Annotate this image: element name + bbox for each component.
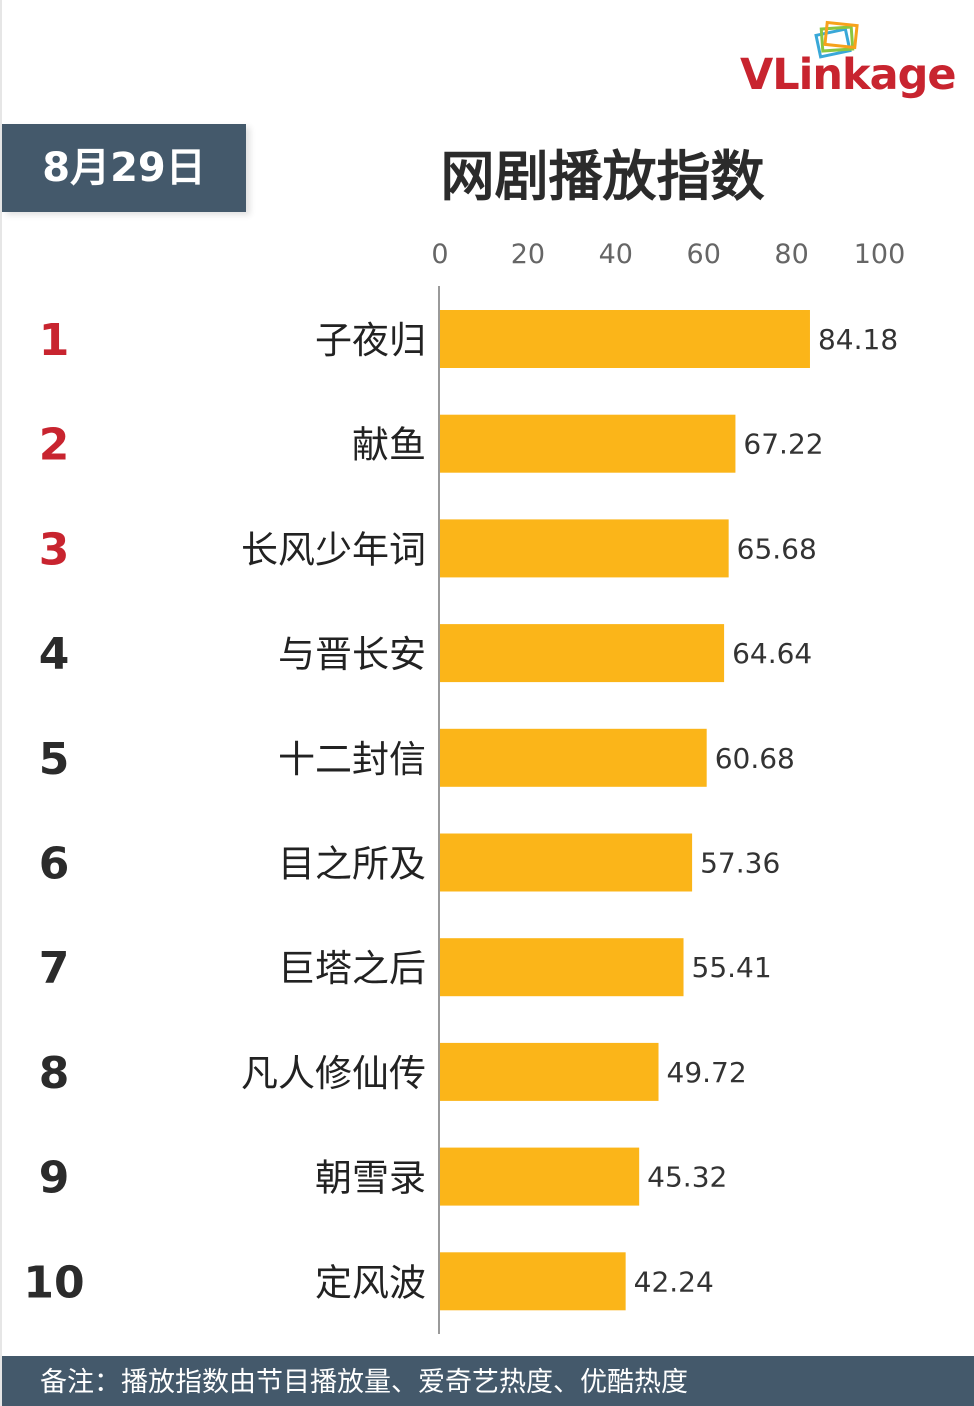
category-label: 凡人修仙传 (241, 1052, 426, 1095)
value-label: 67.22 (743, 428, 823, 461)
bar (440, 1147, 640, 1206)
value-label: 60.68 (715, 742, 795, 775)
date-text: 8月29日 (42, 145, 206, 191)
bar (440, 310, 810, 368)
category-label: 定风波 (315, 1261, 426, 1304)
logo-mark-icon (814, 20, 859, 59)
bar (440, 1252, 626, 1311)
category-label: 目之所及 (278, 843, 426, 886)
chart-row: 5 十二封信 60.68 (39, 728, 795, 787)
x-tick-label: 0 (431, 239, 448, 270)
chart-title: 网剧播放指数 (440, 145, 765, 208)
footer-note-bar: 备注：播放指数由节目播放量、爱奇艺热度、优酷热度 (2, 1356, 974, 1406)
value-label: 55.41 (692, 951, 772, 984)
value-label: 45.32 (647, 1161, 727, 1194)
bar (440, 1042, 659, 1101)
rank-label: 2 (39, 420, 70, 471)
x-tick-label: 20 (511, 239, 545, 270)
chart-row: 10 定风波 42.24 (23, 1252, 714, 1311)
bar (440, 414, 736, 473)
bar (440, 833, 693, 892)
value-label: 64.64 (732, 637, 812, 670)
value-label: 65.68 (737, 532, 817, 565)
rank-label: 7 (39, 943, 70, 994)
chart-row: 8 凡人修仙传 49.72 (39, 1042, 747, 1101)
category-label: 巨塔之后 (278, 947, 426, 990)
category-label: 子夜归 (315, 319, 426, 362)
value-label: 57.36 (700, 847, 780, 880)
category-label: 献鱼 (352, 424, 426, 467)
rank-label: 9 (39, 1153, 70, 1204)
chart-row: 4 与晋长安 64.64 (39, 624, 812, 683)
bar (440, 624, 725, 683)
chart-row: 1 子夜归 84.18 (39, 310, 898, 368)
rank-label: 10 (23, 1257, 84, 1308)
vlinkage-logo: VLinkage (740, 18, 970, 108)
chart-row: 7 巨塔之后 55.41 (39, 938, 772, 997)
x-axis-ticks: 0 20 40 60 80 100 (431, 239, 905, 270)
bar (440, 728, 707, 787)
bar (440, 519, 729, 578)
chart-row: 6 目之所及 57.36 (39, 833, 780, 892)
category-label: 朝雪录 (315, 1157, 426, 1200)
category-label: 与晋长安 (278, 633, 426, 676)
rank-label: 4 (39, 629, 70, 680)
category-label: 十二封信 (278, 738, 426, 781)
chart-row: 9 朝雪录 45.32 (39, 1147, 727, 1206)
x-tick-label: 100 (854, 239, 906, 270)
value-label: 49.72 (667, 1056, 747, 1089)
bar (440, 938, 684, 997)
bar-chart: 0 20 40 60 80 100 1 子夜归 84.18 2 献鱼 67.22 3 长风少年词 65.6… (23, 239, 905, 1334)
rank-label: 5 (39, 734, 70, 785)
chart-row: 2 献鱼 67.22 (39, 414, 824, 473)
rank-label: 3 (39, 524, 70, 575)
chart-row: 3 长风少年词 65.68 (39, 519, 817, 578)
value-label: 42.24 (634, 1265, 714, 1298)
footer-note: 备注：播放指数由节目播放量、爱奇艺热度、优酷热度 (40, 1367, 688, 1398)
value-label: 84.18 (818, 323, 898, 356)
x-tick-label: 80 (774, 239, 808, 270)
chart-rows: 1 子夜归 84.18 2 献鱼 67.22 3 长风少年词 65.68 4 与晋长安 64.64 5 十… (23, 310, 898, 1311)
rank-label: 6 (39, 839, 70, 890)
category-label: 长风少年词 (241, 528, 426, 571)
frame-edge (0, 0, 2, 1406)
logo-text: VLinkage (740, 50, 957, 100)
x-tick-label: 40 (599, 239, 633, 270)
rank-label: 1 (39, 315, 70, 366)
x-tick-label: 60 (687, 239, 721, 270)
rank-label: 8 (39, 1048, 70, 1099)
date-badge: 8月29日 (2, 124, 246, 212)
